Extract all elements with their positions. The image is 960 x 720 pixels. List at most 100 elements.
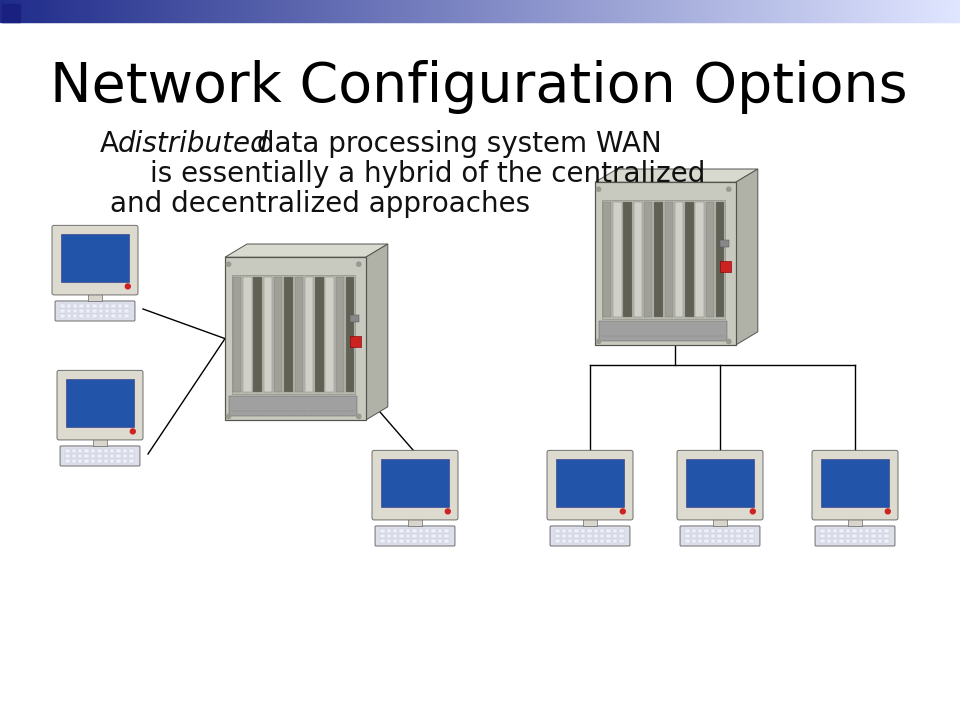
Bar <box>556 459 624 508</box>
Bar <box>23 0 24 22</box>
Bar <box>73 314 78 318</box>
Bar <box>149 0 150 22</box>
Bar <box>569 0 570 22</box>
Bar <box>952 0 953 22</box>
Bar <box>516 0 517 22</box>
Bar <box>718 0 719 22</box>
Bar <box>685 459 755 508</box>
Bar <box>486 0 487 22</box>
Bar <box>34 0 35 22</box>
Bar <box>216 0 217 22</box>
Bar <box>642 0 643 22</box>
Bar <box>131 0 132 22</box>
Bar <box>464 0 465 22</box>
Text: A: A <box>100 130 128 158</box>
Bar <box>571 0 572 22</box>
Bar <box>652 0 653 22</box>
Bar <box>797 0 798 22</box>
Bar <box>556 0 557 22</box>
Bar <box>875 0 876 22</box>
Bar <box>390 0 391 22</box>
Bar <box>168 0 169 22</box>
Bar <box>444 539 448 543</box>
Bar <box>740 0 741 22</box>
Bar <box>736 539 741 543</box>
Bar <box>886 0 887 22</box>
Bar <box>698 534 703 538</box>
Bar <box>749 539 754 543</box>
Bar <box>249 0 250 22</box>
Bar <box>799 0 800 22</box>
Bar <box>545 0 546 22</box>
Bar <box>510 0 511 22</box>
Bar <box>126 0 127 22</box>
Bar <box>466 0 467 22</box>
Bar <box>297 0 298 22</box>
Bar <box>720 261 731 271</box>
Bar <box>836 0 837 22</box>
Bar <box>802 0 803 22</box>
Bar <box>905 0 906 22</box>
Bar <box>710 0 711 22</box>
Bar <box>900 0 901 22</box>
Bar <box>942 0 943 22</box>
Bar <box>1 0 2 22</box>
Bar <box>337 0 338 22</box>
Bar <box>163 0 164 22</box>
Bar <box>186 0 187 22</box>
Bar <box>839 539 844 543</box>
Bar <box>329 0 330 22</box>
Bar <box>425 539 429 543</box>
Bar <box>444 534 448 538</box>
Bar <box>736 529 741 533</box>
Bar <box>907 0 908 22</box>
FancyBboxPatch shape <box>550 526 630 546</box>
Bar <box>573 0 574 22</box>
Bar <box>911 0 912 22</box>
Bar <box>336 0 337 22</box>
Bar <box>388 0 389 22</box>
Bar <box>99 0 100 22</box>
Bar <box>104 449 108 453</box>
Bar <box>110 0 111 22</box>
Bar <box>658 0 659 22</box>
Bar <box>9 0 10 22</box>
Bar <box>268 0 269 22</box>
Bar <box>369 0 370 22</box>
Bar <box>282 0 283 22</box>
Bar <box>683 0 684 22</box>
Bar <box>667 0 668 22</box>
Bar <box>416 0 417 22</box>
Bar <box>426 0 427 22</box>
Bar <box>684 0 685 22</box>
Bar <box>108 0 109 22</box>
Bar <box>712 518 728 526</box>
Bar <box>129 454 133 458</box>
Bar <box>252 0 253 22</box>
Bar <box>696 0 697 22</box>
Bar <box>700 0 701 22</box>
Bar <box>499 0 500 22</box>
Bar <box>257 0 258 22</box>
Bar <box>862 0 863 22</box>
Bar <box>387 0 388 22</box>
Bar <box>925 0 926 22</box>
Bar <box>619 0 620 22</box>
Bar <box>954 0 955 22</box>
Bar <box>705 534 708 538</box>
Bar <box>614 0 615 22</box>
Bar <box>89 0 90 22</box>
Bar <box>109 0 110 22</box>
Bar <box>711 0 712 22</box>
Bar <box>84 454 89 458</box>
Bar <box>113 0 114 22</box>
Bar <box>724 534 728 538</box>
Bar <box>99 310 103 312</box>
Bar <box>65 449 70 453</box>
Bar <box>717 534 722 538</box>
Bar <box>327 0 328 22</box>
Bar <box>200 0 201 22</box>
Bar <box>2 4 20 22</box>
Bar <box>392 0 393 22</box>
Bar <box>580 0 581 22</box>
